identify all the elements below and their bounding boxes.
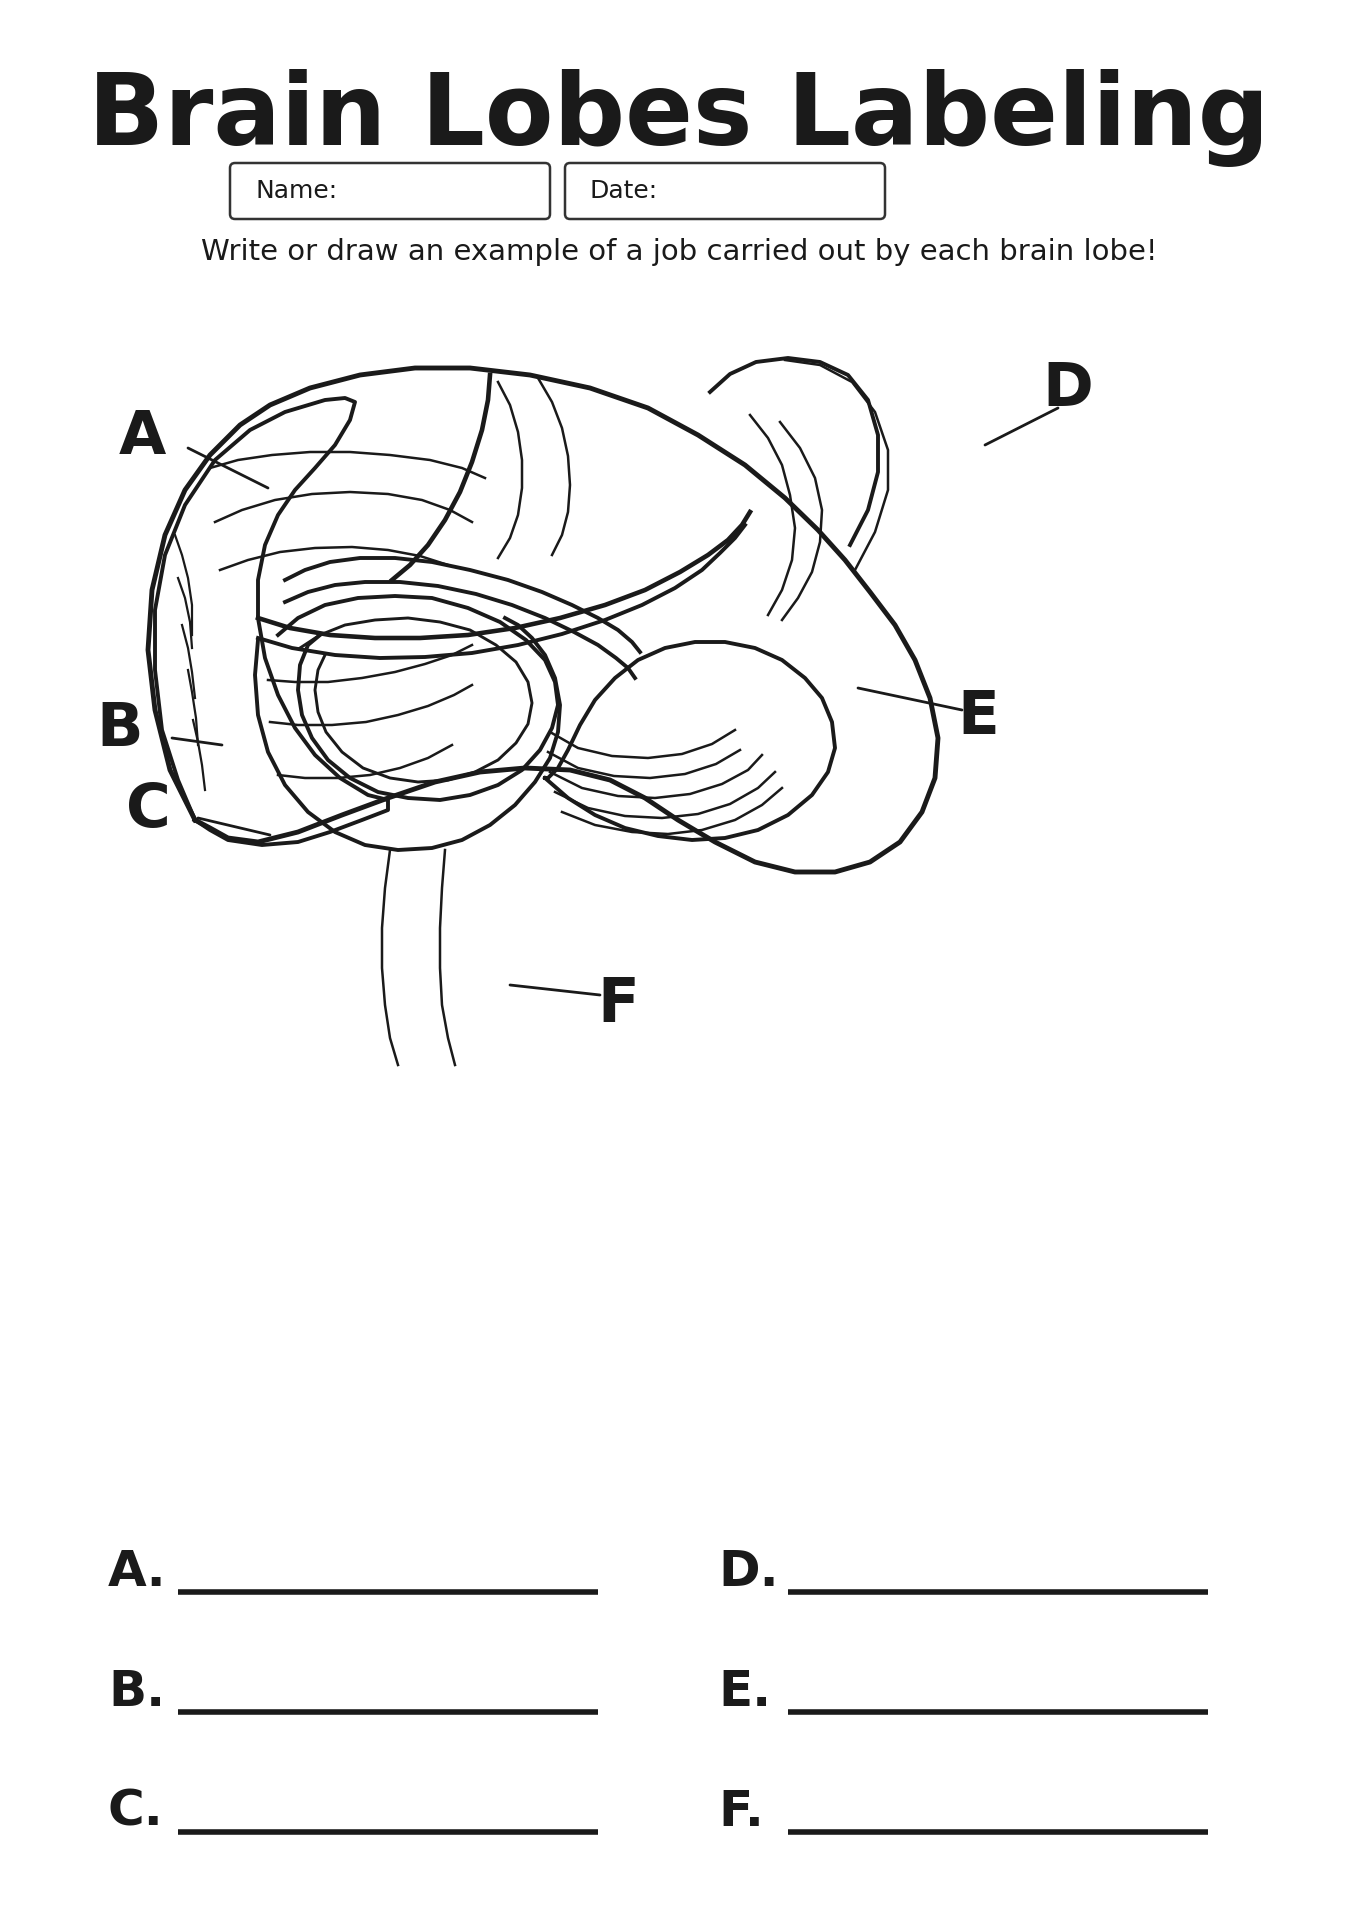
Text: C: C [126,781,170,839]
Text: B.: B. [109,1668,166,1716]
Text: C.: C. [109,1788,164,1836]
Text: E: E [957,689,999,747]
Text: E.: E. [718,1668,771,1716]
Text: Name:: Name: [255,179,337,204]
Text: F: F [598,975,638,1035]
Text: D: D [1043,361,1093,419]
Text: A: A [118,409,166,467]
Text: A.: A. [109,1548,167,1596]
Text: Write or draw an example of a job carried out by each brain lobe!: Write or draw an example of a job carrie… [201,238,1157,267]
FancyBboxPatch shape [565,163,885,219]
Text: F.: F. [718,1788,763,1836]
Text: Brain Lobes Labeling: Brain Lobes Labeling [88,69,1270,167]
Text: B: B [96,701,143,760]
FancyBboxPatch shape [230,163,550,219]
Text: Date:: Date: [589,179,659,204]
Text: D.: D. [718,1548,778,1596]
